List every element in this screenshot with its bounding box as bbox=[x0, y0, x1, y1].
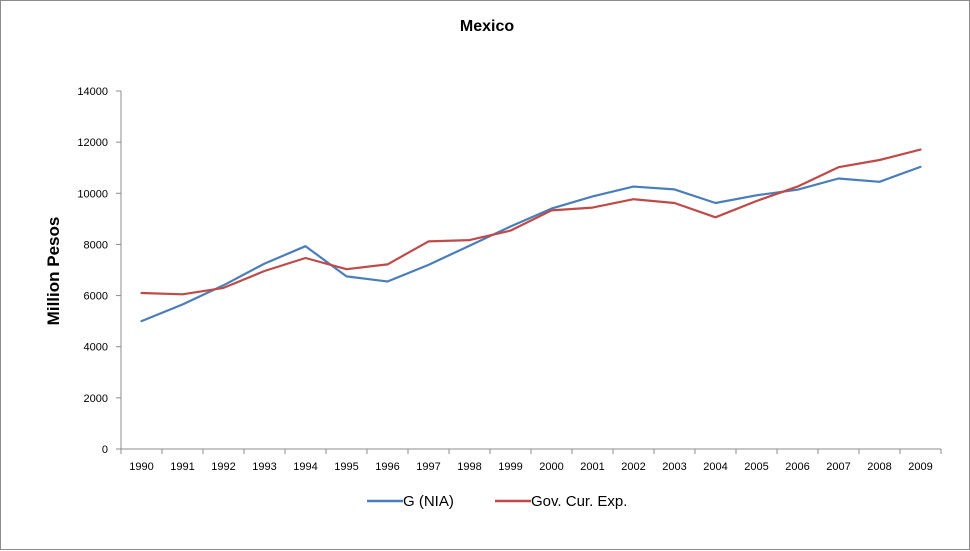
y-tick-label: 4000 bbox=[84, 342, 108, 354]
chart-title: Mexico bbox=[460, 18, 514, 35]
x-tick-label: 2005 bbox=[744, 461, 768, 473]
x-tick-label: 1999 bbox=[498, 461, 522, 473]
y-tick-label: 12000 bbox=[77, 137, 108, 149]
y-tick-label: 14000 bbox=[77, 86, 108, 98]
legend-label: Gov. Cur. Exp. bbox=[531, 493, 627, 510]
x-tick-label: 1996 bbox=[375, 461, 399, 473]
series-line-2 bbox=[140, 148, 922, 296]
x-tick-label: 2007 bbox=[826, 461, 850, 473]
legend: G (NIA) Gov. Cur. Exp. bbox=[367, 493, 627, 510]
x-tick-label: 1993 bbox=[252, 461, 276, 473]
x-tick-label: 2006 bbox=[785, 461, 809, 473]
y-tick-label: 8000 bbox=[84, 239, 108, 251]
x-ticks: 1990 1991 1992 1993 1994 1995 1996 1997 1998 1999… bbox=[120, 449, 942, 473]
x-tick-label: 2004 bbox=[703, 461, 727, 473]
y-tick-label: 0 bbox=[102, 444, 108, 456]
x-tick-label: 2009 bbox=[908, 461, 932, 473]
y-axis-label: Million Pesos bbox=[44, 217, 63, 326]
series-group bbox=[140, 148, 922, 323]
x-tick-label: 1997 bbox=[416, 461, 440, 473]
x-tick-label: 2000 bbox=[539, 461, 563, 473]
x-tick-label: 2002 bbox=[621, 461, 645, 473]
x-tick-label: 1992 bbox=[211, 461, 235, 473]
y-ticks: 0 2000 4000 6000 8000 10000 12000 14000 bbox=[77, 86, 121, 456]
y-tick-label: 10000 bbox=[77, 188, 108, 200]
x-tick-label: 2008 bbox=[867, 461, 891, 473]
y-tick-label: 2000 bbox=[84, 393, 108, 405]
y-tick-label: 6000 bbox=[84, 291, 108, 303]
legend-label: G (NIA) bbox=[403, 493, 454, 510]
x-tick-label: 2001 bbox=[580, 461, 604, 473]
x-tick-label: 2003 bbox=[662, 461, 686, 473]
x-tick-label: 1994 bbox=[293, 461, 317, 473]
x-tick-label: 1991 bbox=[170, 461, 194, 473]
x-tick-label: 1995 bbox=[334, 461, 358, 473]
x-tick-label: 1998 bbox=[457, 461, 481, 473]
x-tick-label: 1990 bbox=[129, 461, 153, 473]
series-line-1 bbox=[140, 165, 922, 323]
